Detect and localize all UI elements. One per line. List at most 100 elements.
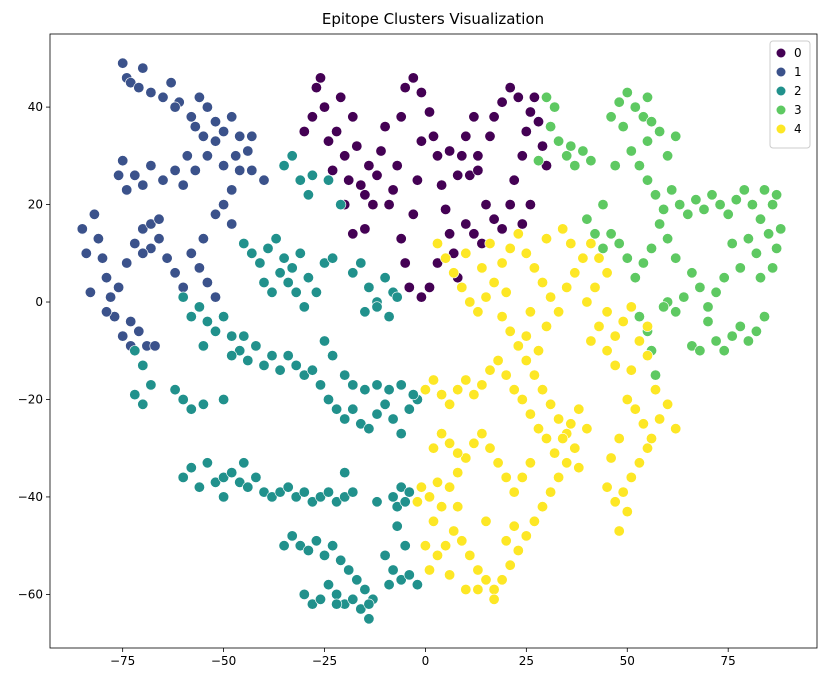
point-cluster-2: [290, 286, 302, 298]
point-cluster-3: [754, 272, 766, 284]
legend-label-0: 0: [794, 46, 802, 60]
point-cluster-4: [617, 486, 629, 498]
point-cluster-4: [504, 242, 516, 254]
point-cluster-1: [84, 286, 96, 298]
point-cluster-2: [359, 306, 371, 318]
point-cluster-4: [585, 238, 597, 250]
point-cluster-0: [468, 111, 480, 123]
point-cluster-4: [448, 267, 460, 279]
point-cluster-2: [129, 345, 141, 357]
point-cluster-4: [472, 564, 484, 576]
point-cluster-2: [282, 276, 294, 288]
point-cluster-4: [536, 384, 548, 396]
point-cluster-4: [593, 320, 605, 332]
point-cluster-2: [274, 364, 286, 376]
point-cluster-4: [423, 564, 435, 576]
point-cluster-4: [654, 413, 666, 425]
point-cluster-0: [395, 233, 407, 245]
point-cluster-2: [339, 491, 351, 503]
point-cluster-4: [585, 335, 597, 347]
point-cluster-1: [92, 233, 104, 245]
point-cluster-4: [553, 471, 565, 483]
point-cluster-1: [145, 242, 157, 254]
point-cluster-0: [314, 72, 326, 84]
point-cluster-4: [508, 384, 520, 396]
point-cluster-4: [532, 345, 544, 357]
point-cluster-2: [343, 564, 355, 576]
point-cluster-4: [464, 549, 476, 561]
point-cluster-2: [327, 252, 339, 264]
point-cluster-3: [758, 184, 770, 196]
point-cluster-3: [750, 247, 762, 259]
point-cluster-2: [266, 350, 278, 362]
point-cluster-0: [536, 140, 548, 152]
point-cluster-1: [226, 218, 238, 230]
point-cluster-1: [145, 87, 157, 99]
point-cluster-4: [452, 501, 464, 513]
point-cluster-2: [363, 598, 375, 610]
point-cluster-4: [524, 306, 536, 318]
point-cluster-3: [666, 184, 678, 196]
point-cluster-4: [436, 501, 448, 513]
point-cluster-2: [238, 238, 250, 250]
point-cluster-2: [250, 340, 262, 352]
point-cluster-2: [347, 486, 359, 498]
point-cluster-4: [456, 535, 468, 547]
point-cluster-3: [662, 233, 674, 245]
point-cluster-1: [185, 111, 197, 123]
point-cluster-3: [718, 345, 730, 357]
point-cluster-2: [379, 272, 391, 284]
x-tick-label: 50: [620, 654, 635, 668]
point-cluster-2: [298, 301, 310, 313]
point-cluster-0: [431, 150, 443, 162]
point-cluster-2: [282, 481, 294, 493]
point-cluster-1: [165, 77, 177, 89]
point-cluster-2: [286, 530, 298, 542]
point-cluster-4: [557, 432, 569, 444]
point-cluster-3: [690, 194, 702, 206]
y-tick-label: 20: [28, 198, 43, 212]
point-cluster-4: [444, 569, 456, 581]
point-cluster-3: [702, 301, 714, 313]
point-cluster-4: [427, 374, 439, 386]
point-cluster-3: [633, 160, 645, 172]
point-cluster-4: [645, 432, 657, 444]
point-cluster-0: [444, 228, 456, 240]
point-cluster-3: [775, 223, 787, 235]
point-cluster-2: [137, 398, 149, 410]
point-cluster-2: [226, 467, 238, 479]
y-tick-label: −20: [18, 392, 43, 406]
point-cluster-0: [423, 281, 435, 293]
point-cluster-1: [193, 262, 205, 274]
point-cluster-1: [117, 330, 129, 342]
point-cluster-4: [609, 359, 621, 371]
point-cluster-2: [395, 379, 407, 391]
point-cluster-4: [561, 457, 573, 469]
point-cluster-1: [210, 135, 222, 147]
point-cluster-2: [294, 247, 306, 259]
point-cluster-1: [169, 164, 181, 176]
point-cluster-0: [347, 111, 359, 123]
point-cluster-0: [343, 174, 355, 186]
point-cluster-4: [496, 311, 508, 323]
point-cluster-2: [306, 598, 318, 610]
point-cluster-3: [674, 199, 686, 211]
point-cluster-1: [137, 247, 149, 259]
point-cluster-2: [197, 340, 209, 352]
point-cluster-4: [662, 398, 674, 410]
point-cluster-1: [129, 169, 141, 181]
point-cluster-4: [480, 574, 492, 586]
point-cluster-2: [290, 491, 302, 503]
point-cluster-2: [302, 272, 314, 284]
point-cluster-3: [763, 228, 775, 240]
point-cluster-2: [210, 476, 222, 488]
point-cluster-1: [258, 174, 270, 186]
y-tick-label: −60: [18, 587, 43, 601]
point-cluster-2: [201, 315, 213, 327]
point-cluster-4: [512, 340, 524, 352]
point-cluster-3: [641, 91, 653, 103]
point-cluster-1: [177, 281, 189, 293]
point-cluster-2: [306, 169, 318, 181]
point-cluster-4: [633, 457, 645, 469]
point-cluster-0: [411, 174, 423, 186]
